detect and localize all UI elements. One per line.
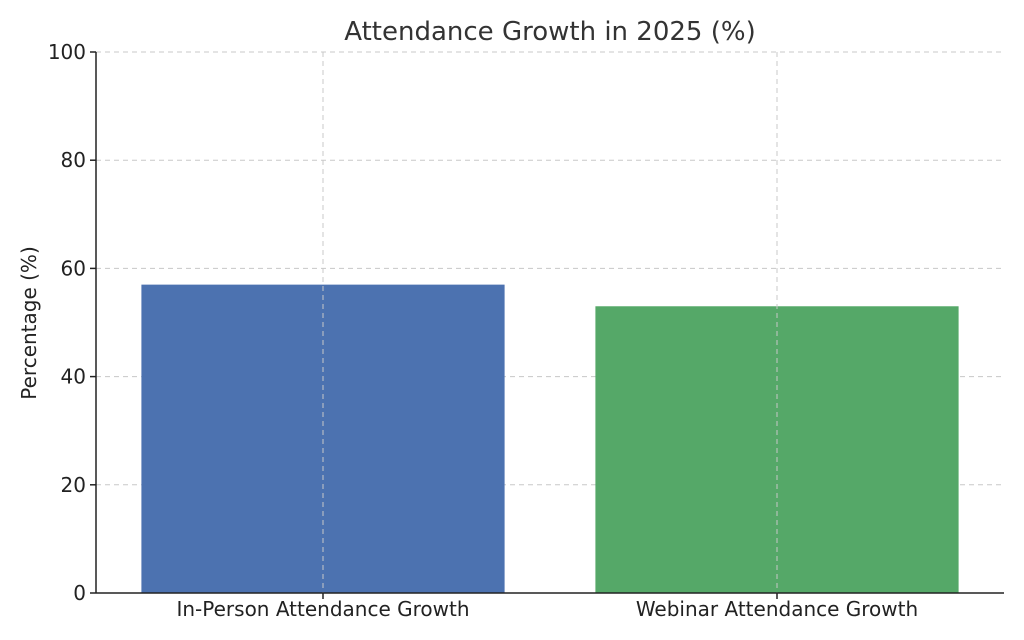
y-tick-label: 20 (61, 473, 86, 497)
y-tick-label: 40 (61, 365, 86, 389)
bar-in-person (141, 284, 505, 593)
y-tick-labels: 0 20 40 60 80 100 (48, 40, 96, 605)
y-tick-label: 80 (61, 148, 86, 172)
axes (95, 52, 1004, 594)
y-tick-label: 100 (48, 40, 86, 64)
y-tick-label: 60 (61, 256, 86, 280)
y-axis-label: Percentage (%) (17, 246, 41, 399)
y-tick-label: 0 (73, 581, 86, 605)
x-tick-labels: In-Person Attendance Growth Webinar Atten… (176, 593, 918, 621)
chart-title: Attendance Growth in 2025 (%) (344, 17, 755, 47)
bars (141, 52, 959, 593)
x-tick-label: In-Person Attendance Growth (176, 597, 469, 621)
x-tick-label: Webinar Attendance Growth (636, 597, 918, 621)
